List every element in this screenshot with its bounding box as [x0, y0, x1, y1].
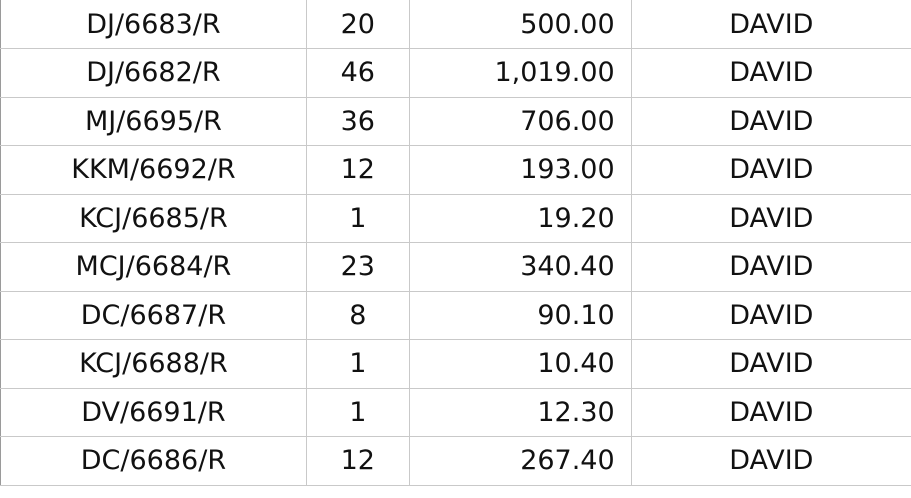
cell-name[interactable]: DAVID — [630, 193, 911, 243]
cell-name[interactable]: DAVID — [630, 145, 911, 195]
cell-qty[interactable]: 36 — [305, 96, 410, 146]
cell-amount[interactable]: 706.00 — [408, 96, 632, 146]
cell-amount[interactable]: 340.40 — [408, 242, 632, 292]
cell-code[interactable]: DC/6687/R — [0, 290, 307, 340]
cell-name[interactable]: DAVID — [630, 339, 911, 389]
table-row: DJ/6682/R 46 1,019.00 DAVID — [0, 48, 911, 98]
table-row: KCJ/6688/R 1 10.40 DAVID — [0, 339, 911, 389]
cell-name[interactable]: DAVID — [630, 96, 911, 146]
cell-qty[interactable]: 1 — [305, 193, 410, 243]
table-row: KKM/6692/R 12 193.00 DAVID — [0, 145, 911, 195]
table-row: DJ/6683/R 20 500.00 DAVID — [0, 0, 911, 49]
cell-amount[interactable]: 193.00 — [408, 145, 632, 195]
cell-code[interactable]: MJ/6695/R — [0, 96, 307, 146]
cell-code[interactable]: DV/6691/R — [0, 387, 307, 437]
table-row: DC/6687/R 8 90.10 DAVID — [0, 290, 911, 340]
cell-qty[interactable]: 46 — [305, 48, 410, 98]
cell-code[interactable]: MCJ/6684/R — [0, 242, 307, 292]
cell-qty[interactable]: 23 — [305, 242, 410, 292]
cell-qty[interactable]: 20 — [305, 0, 410, 49]
cell-qty[interactable]: 8 — [305, 290, 410, 340]
cell-qty[interactable]: 1 — [305, 387, 410, 437]
cell-qty[interactable]: 1 — [305, 339, 410, 389]
cell-code[interactable]: DJ/6682/R — [0, 48, 307, 98]
cell-code[interactable]: KKM/6692/R — [0, 145, 307, 195]
cell-name[interactable]: DAVID — [630, 436, 911, 486]
table-row: DV/6691/R 1 12.30 DAVID — [0, 387, 911, 437]
table-row: MCJ/6684/R 23 340.40 DAVID — [0, 242, 911, 292]
cell-amount[interactable]: 90.10 — [408, 290, 632, 340]
table-row: MJ/6695/R 36 706.00 DAVID — [0, 96, 911, 146]
cell-amount[interactable]: 12.30 — [408, 387, 632, 437]
cell-name[interactable]: DAVID — [630, 242, 911, 292]
table-body: DJ/6683/R 20 500.00 DAVID DJ/6682/R 46 1… — [0, 0, 911, 486]
cell-amount[interactable]: 1,019.00 — [408, 48, 632, 98]
cell-amount[interactable]: 10.40 — [408, 339, 632, 389]
cell-qty[interactable]: 12 — [305, 145, 410, 195]
cell-code[interactable]: DJ/6683/R — [0, 0, 307, 49]
cell-name[interactable]: DAVID — [630, 48, 911, 98]
cell-amount[interactable]: 500.00 — [408, 0, 632, 49]
data-table: DJ/6683/R 20 500.00 DAVID DJ/6682/R 46 1… — [0, 0, 911, 486]
cell-code[interactable]: KCJ/6685/R — [0, 193, 307, 243]
cell-qty[interactable]: 12 — [305, 436, 410, 486]
cell-code[interactable]: KCJ/6688/R — [0, 339, 307, 389]
cell-name[interactable]: DAVID — [630, 0, 911, 49]
cell-name[interactable]: DAVID — [630, 387, 911, 437]
table-row: DC/6686/R 12 267.40 DAVID — [0, 436, 911, 486]
cell-amount[interactable]: 267.40 — [408, 436, 632, 486]
cell-amount[interactable]: 19.20 — [408, 193, 632, 243]
cell-code[interactable]: DC/6686/R — [0, 436, 307, 486]
table-row: KCJ/6685/R 1 19.20 DAVID — [0, 193, 911, 243]
cell-name[interactable]: DAVID — [630, 290, 911, 340]
